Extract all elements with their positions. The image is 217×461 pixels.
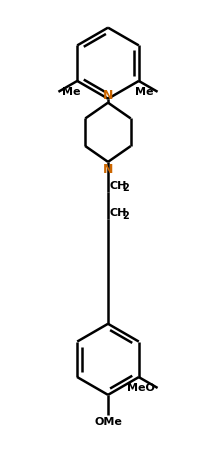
Text: OMe: OMe: [94, 417, 122, 426]
Text: Me: Me: [135, 87, 154, 97]
Text: 2: 2: [122, 211, 129, 221]
Text: CH: CH: [110, 208, 127, 218]
Text: Me: Me: [62, 87, 81, 97]
Text: N: N: [103, 89, 113, 102]
Text: MeO: MeO: [127, 383, 155, 393]
Text: CH: CH: [110, 181, 127, 190]
Text: N: N: [103, 163, 113, 176]
Text: 2: 2: [122, 183, 129, 194]
